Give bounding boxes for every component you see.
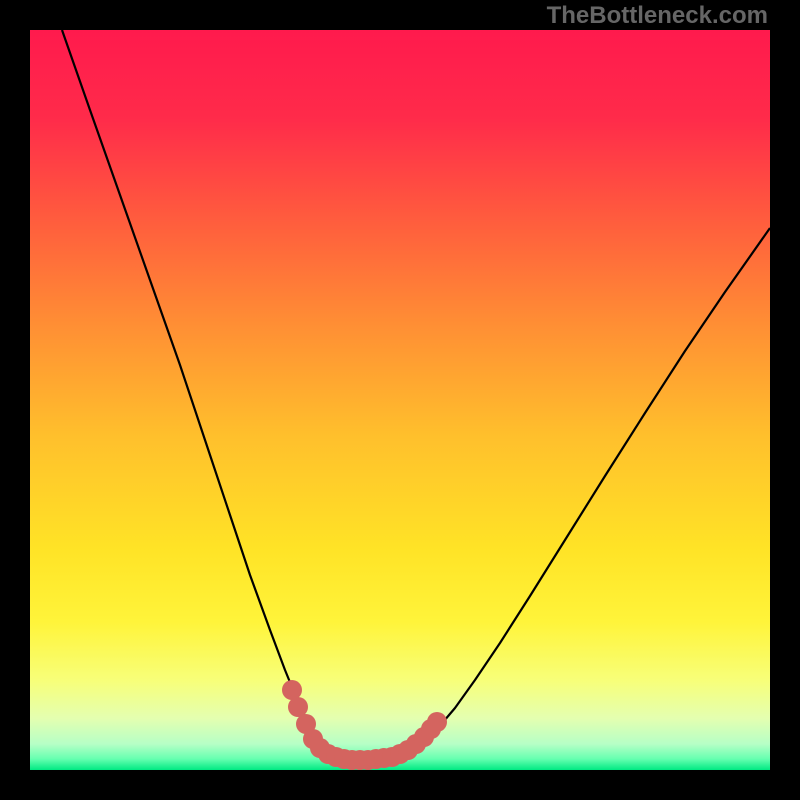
gradient-rect <box>30 30 770 770</box>
valley-mark <box>282 680 302 700</box>
valley-mark <box>288 697 308 717</box>
plot-area <box>30 30 770 770</box>
valley-mark <box>427 712 447 732</box>
chart-frame: TheBottleneck.com <box>0 0 800 800</box>
watermark-text: TheBottleneck.com <box>547 2 768 30</box>
gradient-backdrop <box>30 30 770 770</box>
